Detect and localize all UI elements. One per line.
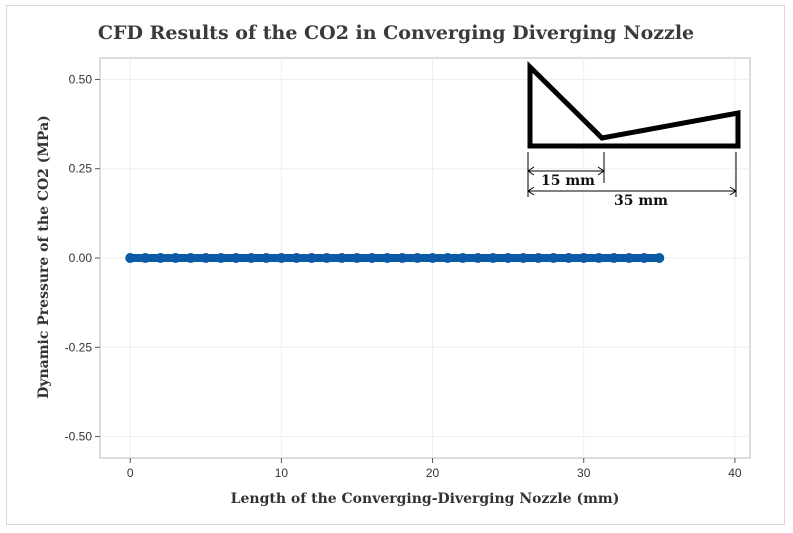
dim-label-total: 35 mm <box>614 193 668 209</box>
y-tick-label: 0.50 <box>69 72 93 86</box>
data-point <box>503 253 514 263</box>
data-point <box>231 253 242 263</box>
y-tick-label: 0.00 <box>69 251 93 265</box>
x-tick-label: 40 <box>728 466 742 480</box>
data-point <box>593 253 604 263</box>
y-tick-label: 0.25 <box>69 162 93 176</box>
data-point <box>472 253 483 263</box>
data-point <box>397 253 408 263</box>
data-point <box>578 253 589 263</box>
dim-label-bg-throat <box>539 172 597 188</box>
dim-arrows-throat <box>527 166 605 176</box>
data-point <box>336 253 347 263</box>
y-tick-label: -0.50 <box>65 430 93 444</box>
x-axis-label: Length of the Converging-Diverging Nozzl… <box>231 491 620 507</box>
data-point <box>367 253 378 263</box>
data-point <box>608 253 619 263</box>
x-tick-label: 30 <box>577 466 591 480</box>
data-point <box>261 253 272 263</box>
data-point <box>563 253 574 263</box>
data-point <box>155 253 166 263</box>
dim-label-throat: 15 mm <box>541 173 595 189</box>
y-tick-label: -0.25 <box>65 340 93 354</box>
data-point <box>427 253 438 263</box>
nozzle-inset: 15 mm 35 mm <box>527 61 741 209</box>
data-point <box>412 253 423 263</box>
data-series <box>125 253 665 263</box>
data-point <box>215 253 226 263</box>
data-point <box>533 253 544 263</box>
data-point <box>548 253 559 263</box>
data-point <box>185 253 196 263</box>
y-axis-label: Dynamic Pressure of the CO2 (MPa) <box>36 115 52 399</box>
y-axis-ticks: 0.50 0.25 0.00 -0.25 -0.50 <box>65 72 100 444</box>
data-point <box>382 253 393 263</box>
data-point <box>624 253 635 263</box>
x-axis-ticks: 0 10 20 30 40 <box>127 458 742 480</box>
x-tick-label: 0 <box>127 466 134 480</box>
data-point <box>140 253 151 263</box>
data-point <box>170 253 181 263</box>
data-point <box>488 253 499 263</box>
data-point <box>276 253 287 263</box>
data-point <box>442 253 453 263</box>
data-point <box>200 253 211 263</box>
data-point <box>518 253 529 263</box>
data-point <box>321 253 332 263</box>
data-point <box>639 253 650 263</box>
data-point <box>291 253 302 263</box>
data-point <box>125 253 136 263</box>
data-point <box>351 253 362 263</box>
dim-label-bg-total <box>612 192 670 208</box>
data-point <box>654 253 665 263</box>
dim-arrows-total <box>527 186 737 196</box>
data-point <box>457 253 468 263</box>
x-tick-label: 10 <box>275 466 289 480</box>
chart-title: CFD Results of the CO2 in Converging Div… <box>98 22 694 44</box>
nozzle-shape <box>527 61 741 149</box>
x-tick-label: 20 <box>426 466 440 480</box>
data-point <box>246 253 257 263</box>
data-point <box>306 253 317 263</box>
